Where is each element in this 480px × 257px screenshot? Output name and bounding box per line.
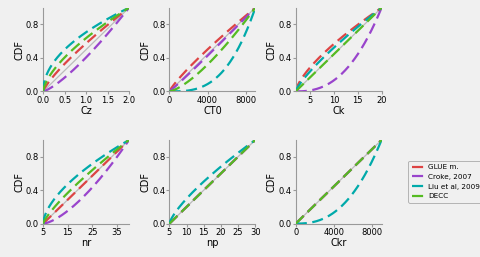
- Y-axis label: CDF: CDF: [141, 40, 151, 60]
- Legend: GLUE m., Croke, 2007, Liu et al, 2009, DECC: GLUE m., Croke, 2007, Liu et al, 2009, D…: [408, 161, 480, 203]
- Y-axis label: CDF: CDF: [141, 172, 151, 192]
- X-axis label: nr: nr: [81, 238, 91, 248]
- X-axis label: Ck: Ck: [333, 106, 345, 116]
- X-axis label: Cz: Cz: [80, 106, 92, 116]
- X-axis label: np: np: [206, 238, 218, 248]
- Y-axis label: CDF: CDF: [267, 40, 277, 60]
- X-axis label: Ckr: Ckr: [330, 238, 347, 248]
- X-axis label: CT0: CT0: [203, 106, 222, 116]
- Y-axis label: CDF: CDF: [267, 172, 277, 192]
- Y-axis label: CDF: CDF: [14, 172, 24, 192]
- Y-axis label: CDF: CDF: [14, 40, 24, 60]
